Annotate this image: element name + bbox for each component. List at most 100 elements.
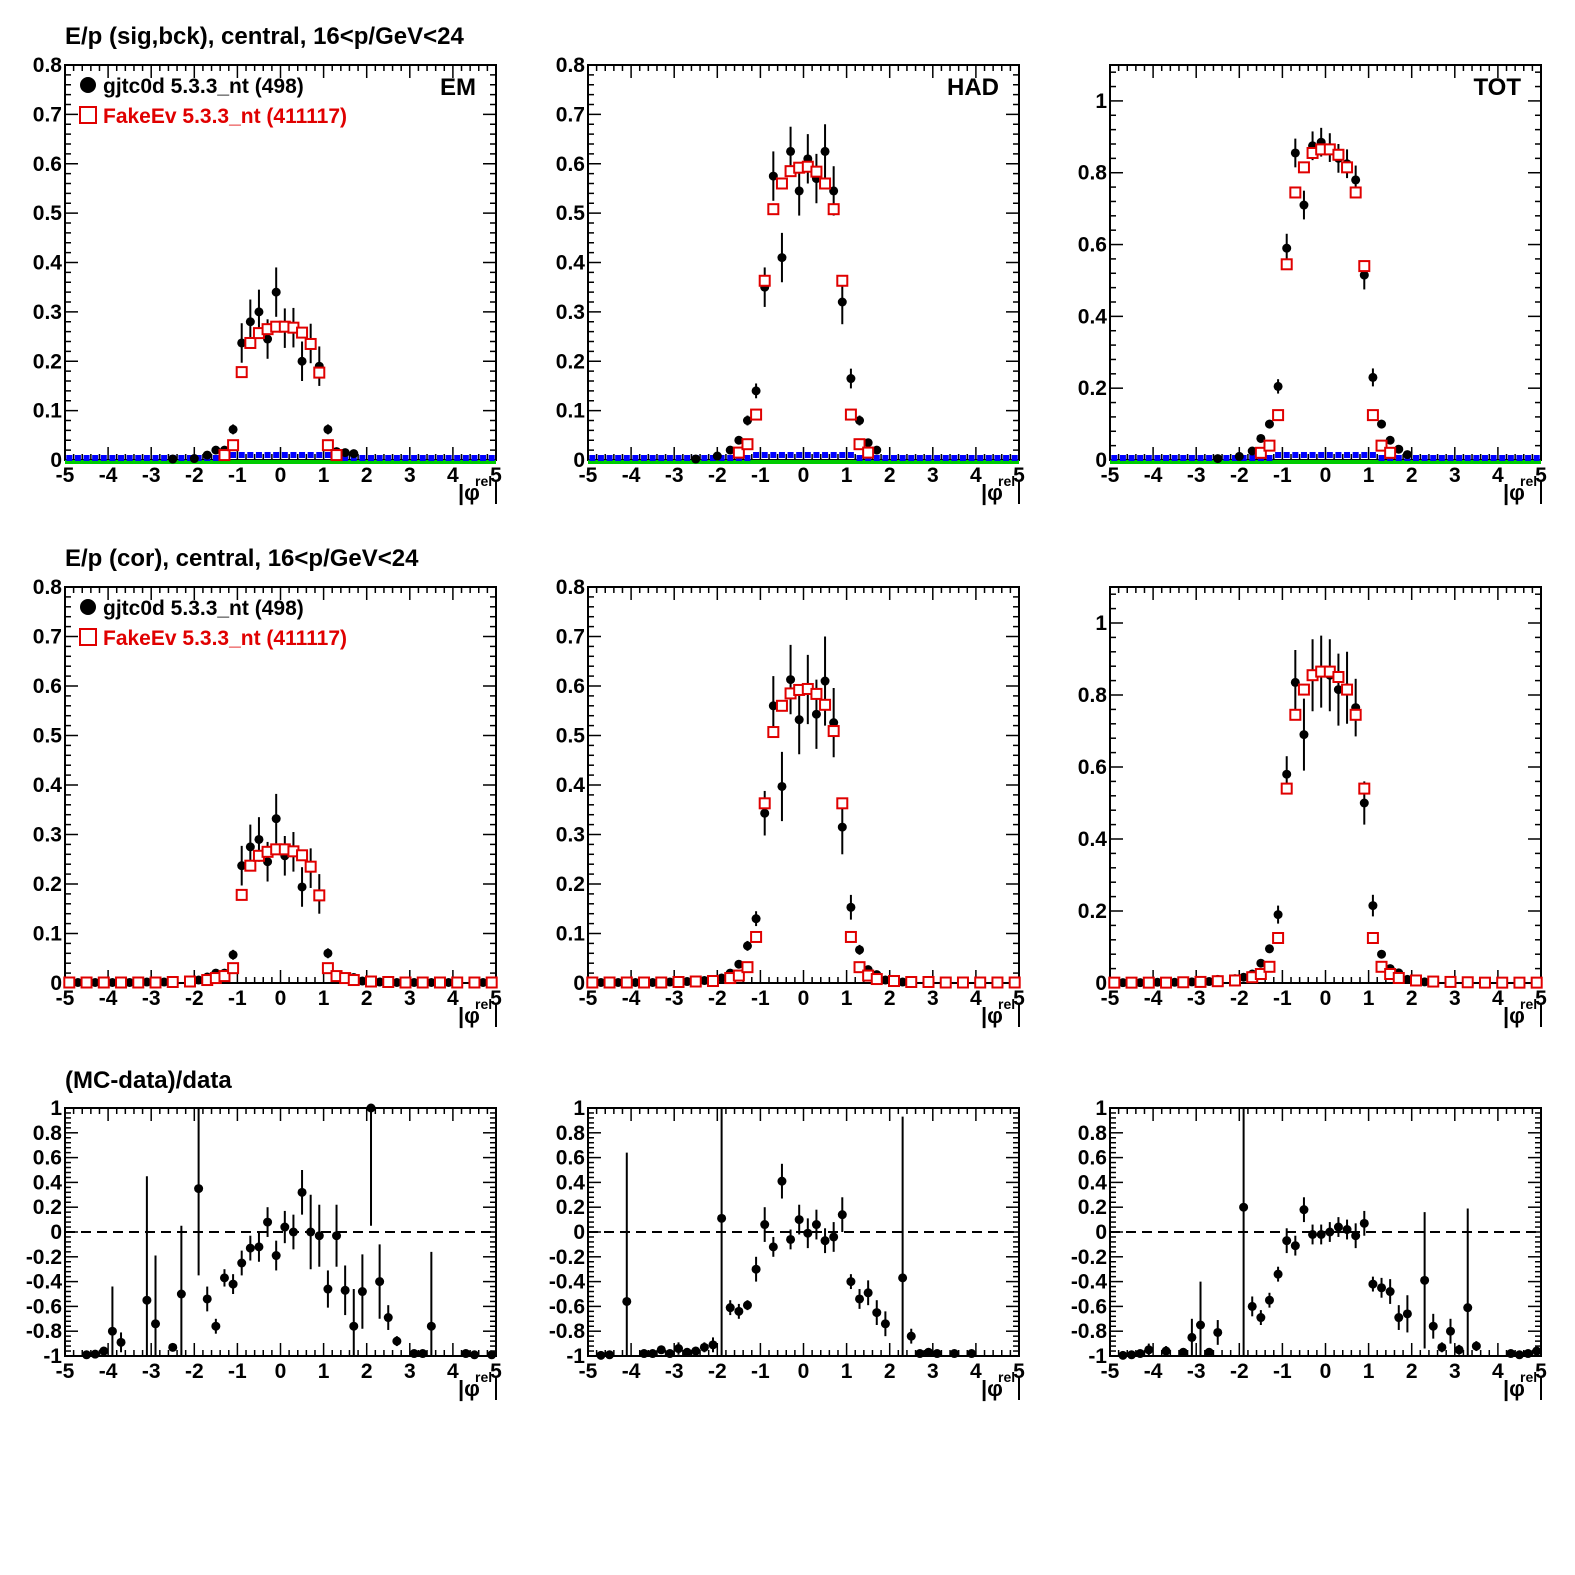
mc-point — [827, 203, 840, 216]
background-marker — [1361, 452, 1368, 458]
background-marker — [462, 455, 469, 461]
data-point — [1437, 1342, 1447, 1352]
y-tick-label: -0.8 — [26, 1320, 63, 1343]
data-point — [725, 445, 735, 455]
background-marker — [1344, 452, 1351, 458]
series-mc — [63, 843, 498, 989]
background-marker — [411, 455, 418, 461]
mc-point — [1341, 683, 1354, 696]
data-point — [846, 374, 856, 384]
background-marker — [856, 455, 863, 461]
data-point — [1213, 454, 1223, 464]
data-point — [760, 1220, 770, 1230]
background-marker — [1473, 455, 1480, 461]
y-axis: -1-0.8-0.6-0.4-0.200.20.40.60.81 — [26, 1097, 496, 1368]
y-tick-label: 0.4 — [1078, 305, 1108, 328]
y-tick-label: 1 — [1095, 1097, 1107, 1120]
x-tick-label: -1 — [751, 464, 770, 487]
x-tick-label: 0 — [275, 464, 287, 487]
y-tick-label: -0.8 — [549, 1320, 586, 1343]
background-marker — [342, 455, 349, 461]
data-point — [717, 1213, 727, 1223]
background-marker — [376, 455, 383, 461]
x-tick-label: -5 — [1101, 987, 1120, 1010]
data-point — [202, 1294, 212, 1304]
data-point — [1299, 1205, 1309, 1215]
background-marker — [701, 455, 708, 461]
mc-point — [767, 203, 780, 216]
data-point — [409, 978, 419, 988]
x-tick-label: 1 — [318, 987, 330, 1010]
x-tick-label: 2 — [1406, 1360, 1418, 1383]
background-marker — [419, 455, 426, 461]
background-marker — [428, 455, 435, 461]
background-marker — [1154, 455, 1161, 461]
series-data — [596, 1108, 977, 1360]
row-title-bottom: (MC-data)/data — [65, 1067, 232, 1094]
data-point — [820, 676, 830, 686]
x-tick-label: -2 — [708, 464, 727, 487]
background-marker — [1456, 455, 1463, 461]
series-mc — [1108, 665, 1543, 989]
mc-point — [1263, 960, 1276, 973]
data-point — [340, 448, 350, 458]
mc-point — [1530, 976, 1543, 989]
data-point — [1299, 730, 1309, 740]
data-point — [357, 976, 367, 986]
y-axis: 0 0.1 0.2 0.3 0.4 0.5 0.6 0.7 0.8 — [556, 576, 1019, 995]
background-marker — [247, 452, 254, 458]
x-tick-label: 2 — [361, 464, 373, 487]
background-marker — [1128, 455, 1135, 461]
data-point — [297, 356, 307, 366]
data-point — [622, 1296, 632, 1306]
x-tick-label: 4 — [447, 987, 459, 1010]
data-point — [1282, 1236, 1292, 1246]
background-marker — [787, 452, 794, 458]
background-marker — [299, 452, 306, 458]
background-marker — [1533, 455, 1540, 461]
y-tick-label: -0.6 — [549, 1295, 585, 1318]
x-tick-label: -5 — [56, 464, 75, 487]
background-marker — [1421, 455, 1428, 461]
series-data — [168, 267, 359, 464]
background-marker — [92, 455, 99, 461]
x-tick-label: -3 — [1187, 987, 1206, 1010]
mc-point — [750, 930, 763, 943]
data-point — [682, 977, 692, 987]
x-tick-label: 4 — [447, 464, 459, 487]
data-point — [1359, 270, 1369, 280]
x-tick-label: 4 — [1492, 1360, 1504, 1383]
mc-point — [586, 976, 599, 989]
x-axis-label-sup: rel — [475, 473, 492, 489]
x-tick-label: 2 — [1406, 987, 1418, 1010]
background-marker — [615, 455, 622, 461]
y-tick-label: 0.8 — [1078, 162, 1108, 185]
panels: -5 -4 -3 -2 -1 0 1 2 3 4 5|φrel00.10.20.30.40.50.6… — [26, 54, 1547, 1401]
x-axis-label: |φ — [1503, 1003, 1525, 1028]
y-tick-label: -0.2 — [1071, 1246, 1107, 1269]
background-marker — [1003, 455, 1010, 461]
mc-point — [853, 438, 866, 451]
data-point — [383, 1313, 393, 1323]
row-title-middle: E/p (cor), central, 16<p/GeV<24 — [65, 545, 419, 572]
background-marker — [118, 455, 125, 461]
y-tick-label: 0.4 — [556, 1171, 586, 1194]
y-tick-label: 0 — [50, 449, 62, 472]
data-point — [855, 1294, 865, 1304]
background-marker — [1171, 455, 1178, 461]
data-point — [751, 1264, 761, 1274]
mc-point — [1194, 975, 1207, 988]
mc-point — [1358, 260, 1371, 273]
background-marker — [212, 455, 219, 461]
data-point — [742, 1300, 752, 1310]
mc-point — [235, 366, 248, 379]
x-tick-label: -1 — [228, 987, 247, 1010]
data-point — [478, 978, 488, 988]
x-tick-label: 1 — [841, 464, 853, 487]
data-point — [409, 1349, 419, 1359]
data-point — [189, 454, 199, 464]
panel-tag-had: HAD — [947, 74, 999, 101]
mc-point — [819, 698, 832, 711]
y-tick-label: 0.5 — [556, 725, 586, 748]
